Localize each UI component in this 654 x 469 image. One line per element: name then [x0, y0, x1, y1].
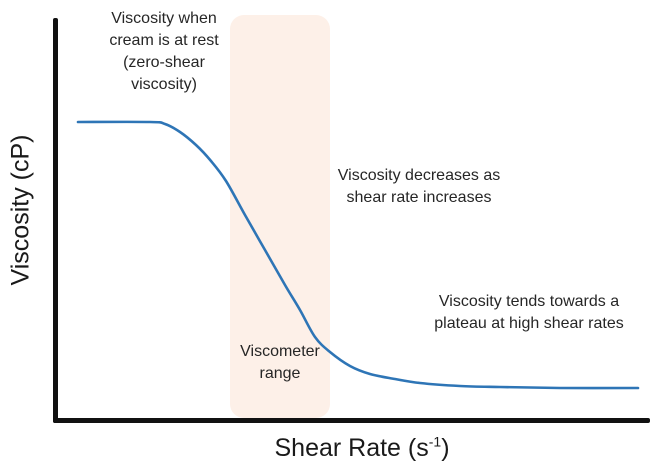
x-axis-label-superscript: -1 — [428, 433, 442, 450]
annotation-zero-shear-viscosity: Viscosity when cream is at rest (zero-sh… — [109, 10, 219, 93]
y-axis-line — [53, 18, 58, 423]
annotation-viscometer-range: Viscometer range — [240, 343, 320, 382]
x-axis-label-close-paren: ) — [441, 434, 450, 462]
x-axis-label: Shear Rate (s-1) — [232, 434, 492, 463]
annotation-high-shear-plateau: Viscosity tends towards a plateau at hig… — [434, 293, 624, 332]
x-axis-line — [53, 418, 650, 423]
x-axis-label-text: Shear Rate (s — [274, 434, 429, 462]
viscosity-curve — [76, 120, 640, 390]
annotation-viscosity-decreases: Viscosity decreases as shear rate increa… — [337, 167, 501, 206]
y-axis-label: Viscosity (cP) — [6, 134, 35, 286]
